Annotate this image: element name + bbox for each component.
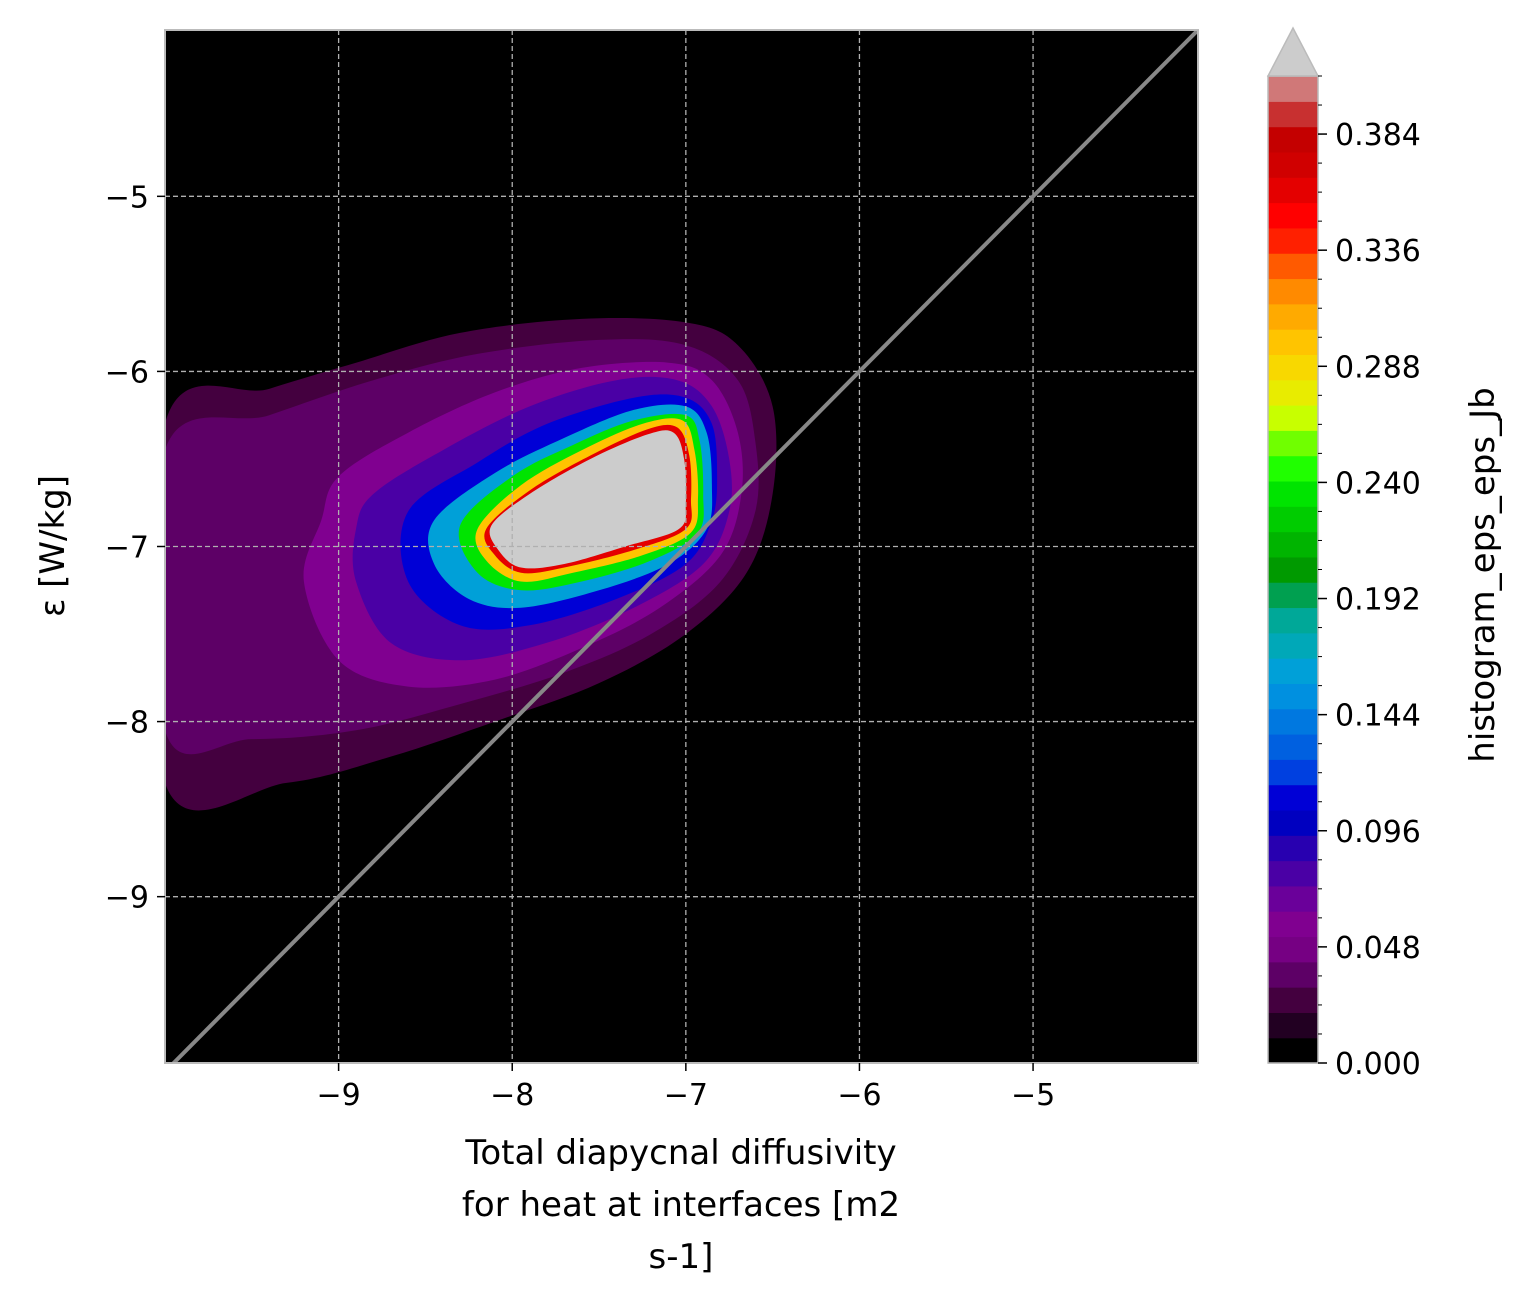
colorbar-segment-0 <box>1268 1037 1318 1064</box>
colorbar-tick-label-7: 0.336 <box>1335 234 1421 269</box>
colorbar-tick-label-8: 0.384 <box>1335 118 1421 153</box>
colorbar-segment-15 <box>1268 658 1318 684</box>
colorbar-tick-label-1: 0.048 <box>1335 931 1421 966</box>
colorbar-segment-23 <box>1268 455 1318 482</box>
colorbar-segment-8 <box>1268 835 1318 862</box>
colorbar-segment-38 <box>1268 76 1318 102</box>
one-to-one-line <box>170 30 1198 1063</box>
colorbar-segment-10 <box>1268 784 1318 811</box>
colorbar-segment-18 <box>1268 582 1318 609</box>
colorbar-segment-22 <box>1268 480 1318 507</box>
x-tick-label-4: −5 <box>1011 1078 1055 1113</box>
colorbar-segment-17 <box>1268 607 1318 634</box>
colorbar-segment-9 <box>1268 809 1318 836</box>
colorbar-segment-37 <box>1268 101 1318 128</box>
colorbar-tick-label-6: 0.288 <box>1335 350 1421 385</box>
y-tick-label-2: −7 <box>105 531 149 566</box>
colorbar-segment-35 <box>1268 151 1318 178</box>
colorbar-segment-1 <box>1268 1012 1318 1039</box>
x-tick-label-0: −9 <box>316 1078 360 1113</box>
colorbar-segment-13 <box>1268 708 1318 735</box>
colorbar-segment-14 <box>1268 683 1318 710</box>
colorbar-segment-4 <box>1268 936 1318 963</box>
y-axis-label: ε [W/kg] <box>33 475 73 617</box>
colorbar-segment-16 <box>1268 632 1318 659</box>
colorbar-tick-label-0: 0.000 <box>1335 1047 1421 1082</box>
colorbar-segment-2 <box>1268 987 1318 1013</box>
colorbar-segment-27 <box>1268 354 1318 381</box>
colorbar-segment-21 <box>1268 506 1318 533</box>
colorbar-segment-11 <box>1268 759 1318 786</box>
colorbar-segment-7 <box>1268 860 1318 887</box>
colorbar-tick-label-3: 0.144 <box>1335 699 1421 734</box>
colorbar-tick-label-5: 0.240 <box>1335 466 1421 501</box>
colorbar-segment-33 <box>1268 202 1318 229</box>
colorbar-segment-24 <box>1268 430 1318 457</box>
colorbar-segment-34 <box>1268 177 1318 204</box>
colorbar-segment-25 <box>1268 405 1318 431</box>
colorbar-segment-3 <box>1268 961 1318 988</box>
y-axis-ticks: −9 −8 −7 −6 −5 <box>105 180 165 916</box>
colorbar-segment-30 <box>1268 278 1318 305</box>
colorbar-segment-36 <box>1268 126 1318 153</box>
x-axis-label-line-1: Total diapycnal diffusivity <box>464 1133 896 1173</box>
x-axis-ticks: −9 −8 −7 −6 −5 <box>316 1063 1055 1113</box>
colorbar-segment-6 <box>1268 885 1318 912</box>
x-axis-label-line-2: for heat at interfaces [m2 <box>462 1185 900 1225</box>
colorbar-segment-19 <box>1268 556 1318 583</box>
colorbar-segment-26 <box>1268 379 1318 406</box>
colorbar-label: histogram_eps_eps_Jb <box>1463 387 1503 762</box>
grid <box>165 30 1198 1063</box>
heatmap-contours <box>165 299 795 858</box>
contour-level-10 <box>489 430 687 569</box>
colorbar-extend-arrow <box>1266 26 1320 77</box>
x-axis-label-line-3: s-1] <box>649 1237 714 1277</box>
colorbar: 0.000 0.048 0.096 0.144 0.192 0.240 0.288 0.336… <box>1266 26 1421 1082</box>
colorbar-segment-5 <box>1268 911 1318 938</box>
y-tick-label-4: −5 <box>105 180 149 215</box>
colorbar-segment-28 <box>1268 329 1318 355</box>
y-tick-label-3: −6 <box>105 355 149 390</box>
reference-line <box>170 30 1198 1063</box>
colorbar-segment-32 <box>1268 227 1318 254</box>
y-tick-label-0: −9 <box>105 881 149 916</box>
colorbar-segment-20 <box>1268 531 1318 558</box>
colorbar-segment-29 <box>1268 303 1318 330</box>
x-tick-label-1: −8 <box>490 1078 534 1113</box>
colorbar-tick-label-4: 0.192 <box>1335 583 1421 618</box>
colorbar-segment-12 <box>1268 734 1318 760</box>
x-tick-label-3: −6 <box>837 1078 881 1113</box>
x-tick-label-2: −7 <box>664 1078 708 1113</box>
colorbar-tick-label-2: 0.096 <box>1335 815 1421 850</box>
colorbar-segment-31 <box>1268 253 1318 280</box>
y-tick-label-1: −8 <box>105 706 149 741</box>
